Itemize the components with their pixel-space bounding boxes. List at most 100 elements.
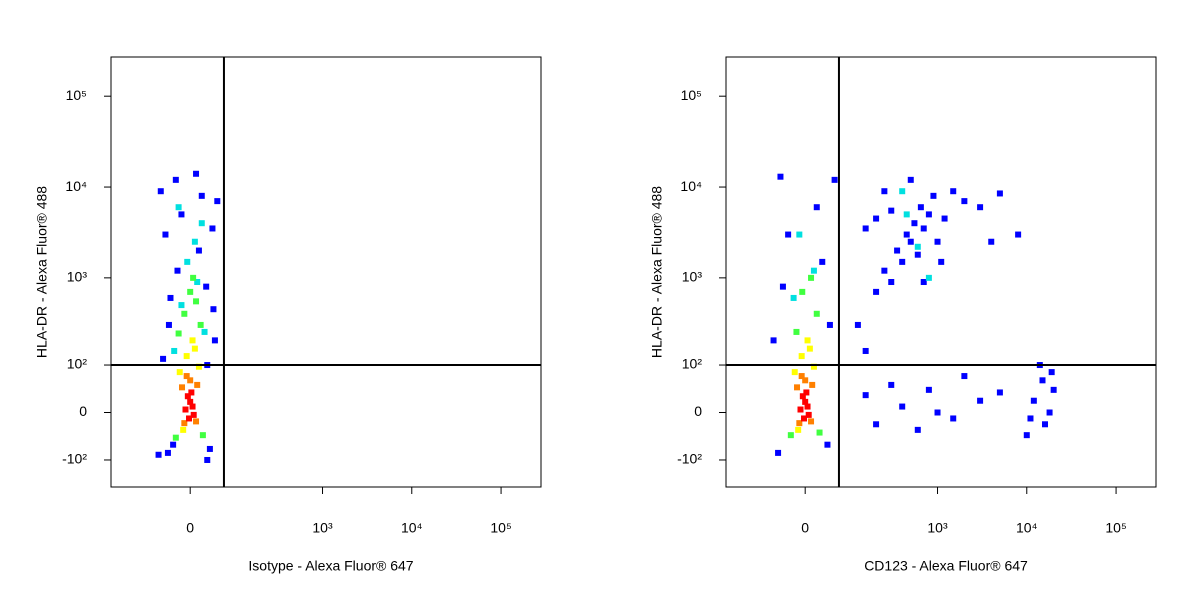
point xyxy=(802,398,809,405)
point xyxy=(796,231,803,238)
point xyxy=(203,283,210,290)
y-tick-label: 0 xyxy=(694,403,702,419)
point xyxy=(799,288,806,295)
point xyxy=(777,173,784,180)
y-tick-label: 0 xyxy=(79,403,87,419)
point xyxy=(808,418,815,425)
point xyxy=(195,247,202,254)
point xyxy=(996,190,1003,197)
point xyxy=(206,445,213,452)
y-tick-label: -10² xyxy=(62,451,87,467)
point xyxy=(873,288,880,295)
x-tick-label: 10⁴ xyxy=(401,520,423,536)
point xyxy=(209,225,216,232)
plot: 0 10³ 10⁴ 10⁵ -10² 0 10² 10³ 10⁴ 10⁵ Isotype - Ale… xyxy=(34,56,542,574)
x-axis-title: CD123 - Alexa Fluor® 647 xyxy=(864,558,1028,574)
point xyxy=(917,204,924,211)
point xyxy=(920,279,927,286)
point xyxy=(174,267,181,274)
point xyxy=(201,328,208,335)
point xyxy=(210,306,217,313)
point xyxy=(171,347,178,354)
point xyxy=(798,373,805,380)
point xyxy=(179,384,186,391)
y-tick-label: 10² xyxy=(67,356,88,372)
point xyxy=(813,204,820,211)
point xyxy=(862,347,869,354)
point xyxy=(899,188,906,195)
x-axis-title: Isotype - Alexa Fluor® 647 xyxy=(248,558,413,574)
point xyxy=(199,432,206,439)
point xyxy=(198,220,205,227)
x-tick-label: 10³ xyxy=(312,520,333,536)
point xyxy=(977,204,984,211)
point xyxy=(775,449,782,456)
point xyxy=(803,389,810,396)
point xyxy=(977,397,984,404)
x-tick-label: 10⁴ xyxy=(1016,520,1038,536)
point xyxy=(907,176,914,183)
point xyxy=(187,377,194,384)
point xyxy=(888,279,895,286)
point xyxy=(899,403,906,410)
point xyxy=(804,337,811,344)
point xyxy=(793,328,800,335)
point xyxy=(204,456,211,463)
point xyxy=(802,377,809,384)
point xyxy=(854,321,861,328)
point xyxy=(950,415,957,422)
point xyxy=(175,204,182,211)
point xyxy=(182,406,189,413)
point xyxy=(899,258,906,265)
point xyxy=(172,434,179,441)
point xyxy=(961,198,968,205)
point xyxy=(787,432,794,439)
point xyxy=(914,251,921,258)
point xyxy=(785,231,792,238)
y-tick-label: 10⁴ xyxy=(680,178,702,194)
point xyxy=(799,393,806,400)
point xyxy=(175,330,182,337)
point xyxy=(194,279,201,286)
point xyxy=(950,188,957,195)
point xyxy=(797,406,804,413)
point xyxy=(819,258,826,265)
point xyxy=(911,220,918,227)
point xyxy=(1046,409,1053,416)
point xyxy=(806,345,813,352)
point xyxy=(167,294,174,301)
point xyxy=(164,449,171,456)
plot-frame xyxy=(110,56,542,488)
point xyxy=(188,389,195,396)
point xyxy=(862,225,869,232)
y-tick-label: 10² xyxy=(682,356,703,372)
y-tick-label: 10⁵ xyxy=(66,87,87,103)
point xyxy=(165,321,172,328)
point xyxy=(191,345,198,352)
point xyxy=(779,283,786,290)
point xyxy=(193,418,200,425)
point xyxy=(938,258,945,265)
point xyxy=(907,238,914,245)
y-axis-title: HLA-DR - Alexa Fluor® 488 xyxy=(34,186,50,358)
point xyxy=(914,426,921,433)
point xyxy=(184,393,191,400)
point xyxy=(791,369,798,376)
point xyxy=(190,274,197,281)
plot-frame xyxy=(725,56,1157,488)
y-tick-label: 10³ xyxy=(67,269,88,285)
point xyxy=(178,211,185,218)
point xyxy=(180,426,187,433)
x-tick-label: 0 xyxy=(186,520,194,536)
point xyxy=(888,381,895,388)
x-tick-label: 10³ xyxy=(927,520,948,536)
point xyxy=(1023,432,1030,439)
point xyxy=(914,243,921,250)
point xyxy=(157,188,164,195)
point xyxy=(181,310,188,317)
point xyxy=(925,274,932,281)
point xyxy=(181,420,188,427)
x-tick-label: 0 xyxy=(801,520,809,536)
